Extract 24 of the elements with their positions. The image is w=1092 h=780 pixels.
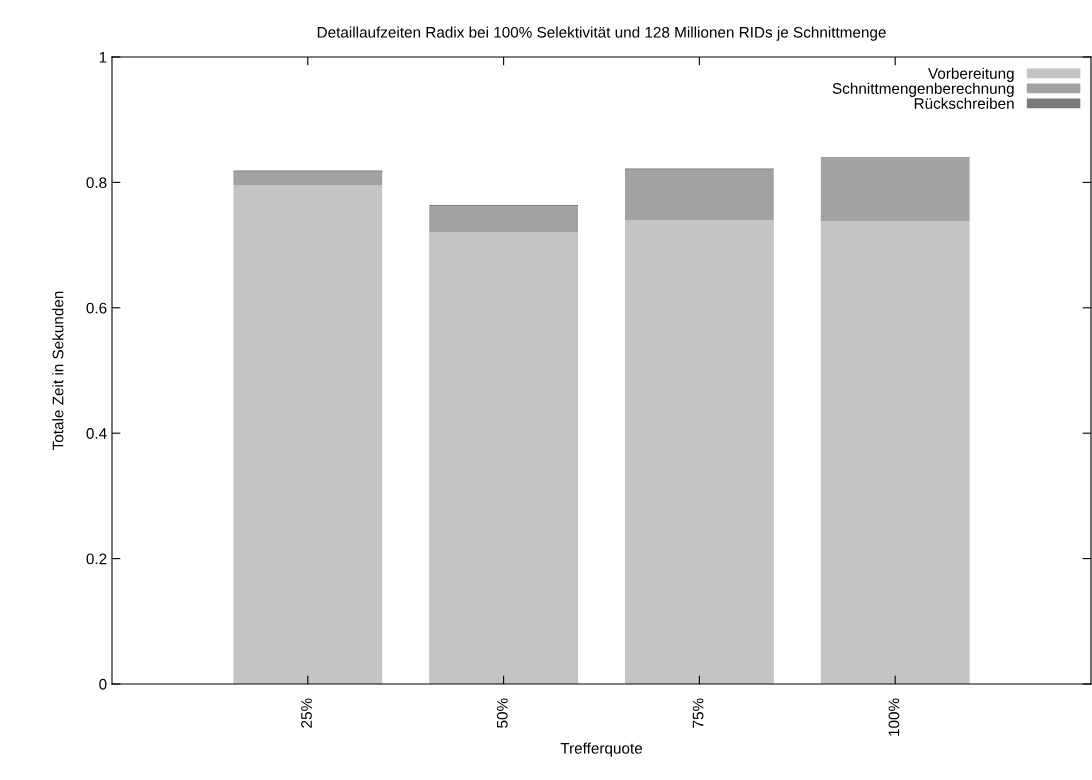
bar: [625, 220, 774, 684]
bar: [233, 171, 383, 185]
x-axis-title: Trefferquote: [560, 742, 643, 757]
y-tick-label: 0: [99, 678, 107, 690]
legend-label: Schnittmengenberechnung: [832, 82, 1014, 97]
y-axis-title: Totale Zeit in Sekunden: [52, 291, 64, 450]
y-tick-label: 0.4: [86, 428, 107, 439]
bar: [429, 231, 578, 684]
chart-title: Detaillaufzeiten Radix bei 100% Selektivität und 128 Millionen RIDs je Schnittmenge: [317, 26, 886, 41]
legend-label: Rückschreiben: [914, 97, 1014, 109]
y-tick-label: 1: [99, 52, 107, 63]
bar: [233, 184, 383, 684]
bar: [820, 221, 970, 684]
x-tick-label: 50%: [496, 698, 508, 728]
bar: [429, 206, 578, 232]
legend-label: Vorbereitung: [928, 67, 1014, 82]
y-tick-label: 0.2: [86, 553, 107, 565]
y-tick-label: 0.6: [86, 302, 107, 314]
x-tick-label: 75%: [692, 698, 704, 728]
x-tick-label: 25%: [301, 698, 312, 728]
x-tick-label: 100%: [888, 698, 900, 736]
bar: [820, 158, 970, 222]
bar: [625, 169, 774, 221]
y-tick-label: 0.8: [86, 177, 107, 189]
